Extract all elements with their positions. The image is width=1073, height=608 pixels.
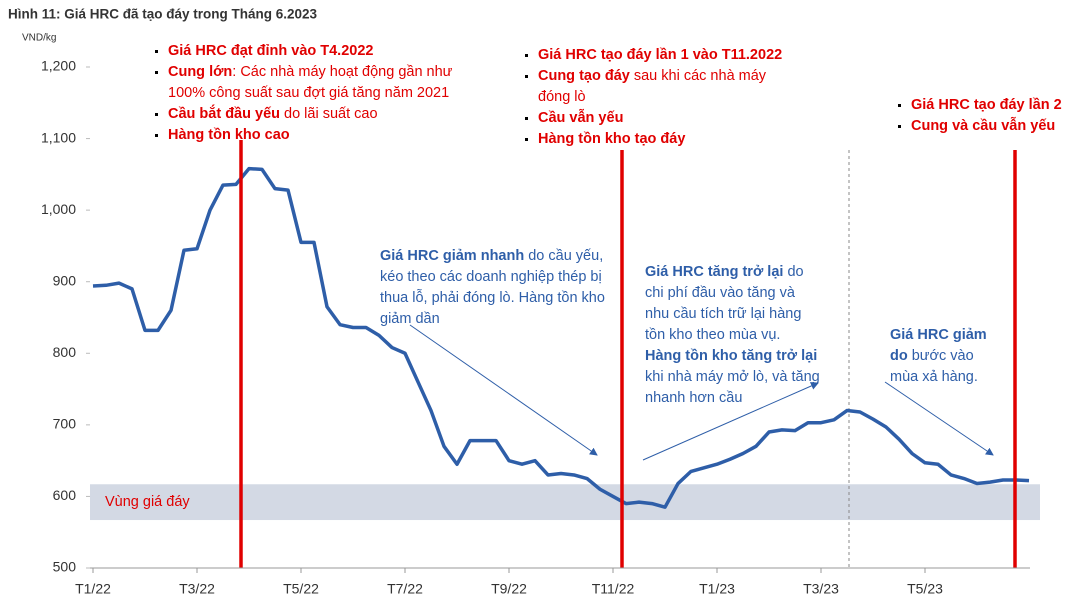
annotation-text: Giá HRC đạt đỉnh vào T4.2022	[168, 43, 374, 59]
note-text: khi nhà máy mở lò, và tăng nhanh hơn cầu	[645, 369, 820, 406]
x-tick-label: T1/23	[699, 581, 735, 597]
chart-title: Hình 11: Giá HRC đã tạo đáy trong Tháng …	[8, 7, 318, 22]
note-text: Giá HRC tăng trở lại	[645, 264, 784, 280]
bullet: Hàng tồn kho cao	[168, 125, 470, 146]
bullet: Cung và cầu vẫn yếu	[911, 116, 1073, 137]
bullet: Cầu vẫn yếu	[538, 108, 800, 129]
x-tick-label: T3/23	[803, 581, 839, 597]
note-text: Giá HRC giảm nhanh	[380, 248, 525, 264]
annotation-text: Hàng tồn kho cao	[168, 127, 290, 143]
bullet-list: Giá HRC tạo đáy lần 1 vào T11.2022 Cung t…	[510, 45, 800, 150]
y-tick-label: 700	[53, 416, 77, 432]
x-tick-label: T5/22	[283, 581, 319, 597]
bullet: Giá HRC đạt đỉnh vào T4.2022	[168, 41, 470, 62]
bullet-list: Giá HRC đạt đỉnh vào T4.2022 Cung lớn: Cá…	[140, 41, 470, 146]
y-tick-label: 900	[53, 272, 77, 288]
bullet: Giá HRC tạo đáy lần 1 vào T11.2022	[538, 45, 800, 66]
arrow	[409, 324, 598, 456]
x-tick-label: T1/22	[75, 581, 111, 597]
note-text: Giá HRC giảm do	[890, 327, 987, 364]
y-tick-label: 500	[53, 559, 77, 575]
bullet: Giá HRC tạo đáy lần 2	[911, 95, 1073, 116]
x-tick-label: T11/22	[592, 581, 635, 597]
annotation-text: Cung tạo đáy	[538, 68, 630, 84]
arrow	[884, 381, 994, 456]
note-text: Hàng tồn kho tăng trở lại	[645, 348, 818, 364]
annotation-text: Giá HRC tạo đáy lần 2	[911, 97, 1062, 113]
y-tick-label: 600	[53, 487, 77, 503]
annotation-text: Hàng tồn kho tạo đáy	[538, 131, 686, 147]
y-tick-label: 1,200	[41, 58, 76, 74]
bullet-list: Giá HRC tạo đáy lần 2 Cung và cầu vẫn yếu	[883, 95, 1073, 137]
bottom-zone-label: Vùng giá đáy	[105, 494, 190, 510]
annotation: Giá HRC tạo đáy lần 1 vào T11.2022 Cung t…	[510, 45, 800, 150]
bullet: Cung lớn: Các nhà máy hoạt động gần như …	[168, 62, 470, 104]
annotation-text: Cung lớn	[168, 64, 233, 80]
bullet: Cung tạo đáy sau khi các nhà máy đóng lò	[538, 66, 800, 108]
note: Giá HRC giảm do bước vào mùa xả hàng.	[890, 325, 1000, 388]
y-tick-label: 1,000	[41, 201, 76, 217]
price-line	[92, 166, 1030, 509]
x-tick-label: T5/23	[907, 581, 943, 597]
y-axis-label: VND/kg	[22, 33, 56, 44]
x-tick-label: T7/22	[387, 581, 423, 597]
annotation-text: : Các nhà máy hoạt động gần như 100% côn…	[168, 64, 453, 101]
x-tick-label: T3/22	[179, 581, 215, 597]
bottom-zone	[90, 484, 1040, 521]
y-tick-label: 800	[53, 344, 77, 360]
bullet: Cầu bắt đầu yếu do lãi suất cao	[168, 104, 470, 125]
note: Giá HRC giảm nhanh do cầu yếu, kéo theo …	[380, 246, 605, 330]
arrow	[642, 382, 819, 461]
note-text: bước vào mùa xả hàng.	[890, 348, 978, 385]
annotation-text: Cầu bắt đầu yếu	[168, 106, 280, 122]
annotation-text: do lãi suất cao	[280, 106, 378, 122]
annotation-text: Giá HRC tạo đáy lần 1 vào T11.2022	[538, 47, 783, 63]
annotation-text: sau khi các nhà máy đóng lò	[538, 68, 767, 105]
annotation: Giá HRC tạo đáy lần 2 Cung và cầu vẫn yếu	[883, 95, 1073, 137]
annotation-text: Cầu vẫn yếu	[538, 110, 624, 126]
bullet: Hàng tồn kho tạo đáy	[538, 129, 800, 150]
annotation: Giá HRC đạt đỉnh vào T4.2022 Cung lớn: Cá…	[140, 41, 470, 146]
note-text: do chi phí đầu vào tăng và nhu cầu tích …	[645, 264, 804, 343]
x-tick-label: T9/22	[491, 581, 527, 597]
note-text: do cầu yếu, kéo theo các doanh nghiệp th…	[380, 248, 605, 327]
y-tick-label: 1,100	[41, 129, 76, 145]
annotation-text: Cung và cầu vẫn yếu	[911, 118, 1056, 134]
note: Giá HRC tăng trở lại do chi phí đầu vào …	[645, 262, 820, 409]
